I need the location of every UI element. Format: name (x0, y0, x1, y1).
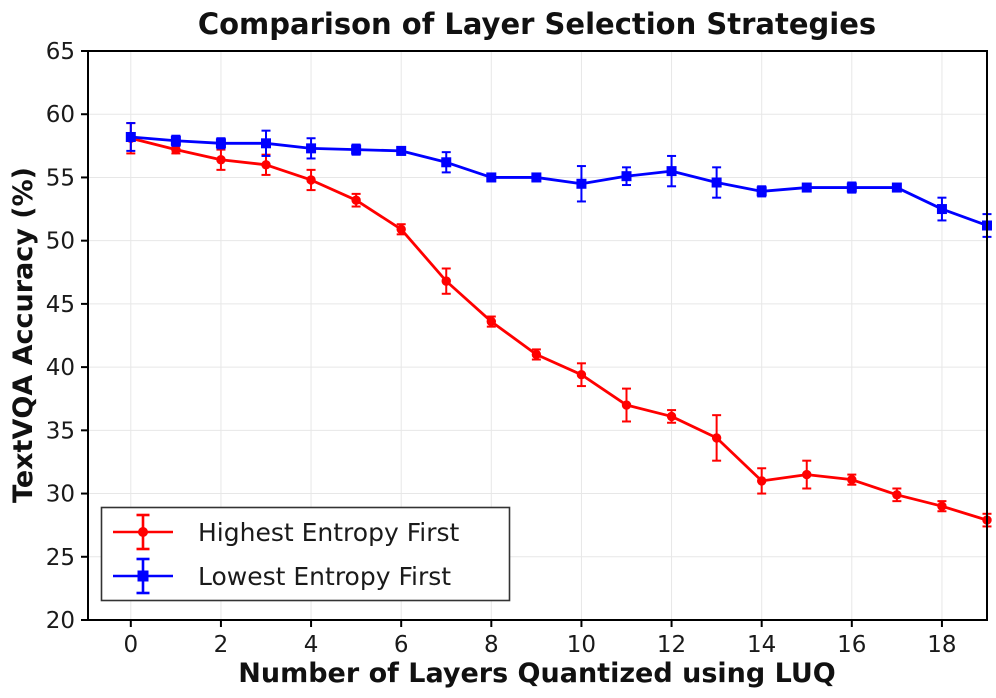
y-tick-label: 50 (46, 229, 75, 255)
data-point (306, 175, 316, 185)
data-point (216, 155, 226, 165)
series-line-lowest-entropy-first (129, 135, 989, 227)
data-point (621, 400, 632, 410)
data-point (756, 476, 767, 486)
x-tick-label: 18 (927, 632, 956, 658)
legend: Highest Entropy First Lowest Entropy Fir… (100, 506, 511, 602)
series-layer (125, 122, 992, 528)
data-point (801, 182, 812, 193)
y-tick-label: 30 (46, 482, 75, 508)
data-point (711, 433, 722, 443)
data-point (666, 411, 677, 422)
x-tick-label: 8 (484, 632, 499, 658)
plot-border (87, 50, 988, 621)
legend-marker-circle-icon (138, 527, 148, 537)
legend-label-highest-entropy: Highest Entropy First (198, 518, 460, 547)
data-point (170, 135, 181, 146)
data-point (486, 316, 497, 327)
data-point (441, 276, 451, 286)
y-tick-label: 25 (46, 545, 75, 571)
data-point (846, 182, 857, 193)
data-point (125, 131, 136, 142)
data-point (891, 182, 902, 193)
data-point (531, 349, 542, 360)
data-point (396, 224, 406, 234)
data-point (531, 172, 542, 183)
legend-entry-lowest-entropy: Lowest Entropy First (113, 557, 451, 595)
data-point (711, 177, 722, 188)
x-tick-label: 6 (394, 632, 409, 658)
data-point (396, 145, 407, 156)
data-point (621, 171, 632, 182)
x-tick-label: 12 (657, 632, 686, 658)
legend-label-lowest-entropy: Lowest Entropy First (198, 562, 451, 591)
data-point (576, 369, 587, 380)
y-tick-label: 65 (46, 39, 75, 65)
series-lowest-entropy-first (125, 122, 992, 238)
data-point (351, 144, 362, 155)
data-point (937, 501, 947, 511)
x-axis-label: Number of Layers Quantized using LUQ (238, 658, 835, 689)
data-point (892, 490, 902, 500)
data-point (486, 172, 497, 183)
chart-title: Comparison of Layer Selection Strategies (198, 7, 876, 41)
data-point (171, 144, 181, 155)
series-highest-entropy-first (126, 122, 992, 528)
y-tick-label: 45 (46, 292, 75, 318)
y-tick-label: 35 (46, 418, 75, 444)
tick-layer: 0 2 4 6 8 10 12 14 16 18 20 25 30 35 40 45 50 55 60 65 (46, 39, 957, 658)
legend-box (100, 506, 511, 602)
y-axis-label: TextVQA Accuracy (%) (8, 167, 39, 503)
data-point (215, 138, 226, 149)
x-tick-label: 4 (304, 632, 319, 658)
data-point (306, 143, 317, 154)
data-point (261, 160, 271, 170)
data-point (666, 166, 677, 177)
x-tick-label: 14 (747, 632, 776, 658)
data-point (576, 178, 587, 189)
data-point (351, 195, 361, 205)
x-tick-label: 0 (123, 632, 138, 658)
data-point (756, 186, 767, 197)
data-point (936, 204, 947, 215)
x-tick-label: 2 (214, 632, 229, 658)
x-tick-label: 16 (837, 632, 866, 658)
legend-marker-square-icon (137, 570, 149, 582)
data-point (847, 474, 857, 485)
series-line-highest-entropy-first (129, 136, 989, 522)
data-point (802, 469, 812, 480)
y-tick-label: 60 (46, 102, 75, 128)
data-point (441, 157, 452, 168)
x-tick-label: 10 (567, 632, 596, 658)
y-tick-label: 40 (46, 355, 75, 381)
y-tick-label: 55 (46, 165, 75, 191)
legend-entry-highest-entropy: Highest Entropy First (113, 513, 460, 551)
y-tick-label: 20 (46, 608, 75, 634)
data-point (260, 138, 271, 149)
